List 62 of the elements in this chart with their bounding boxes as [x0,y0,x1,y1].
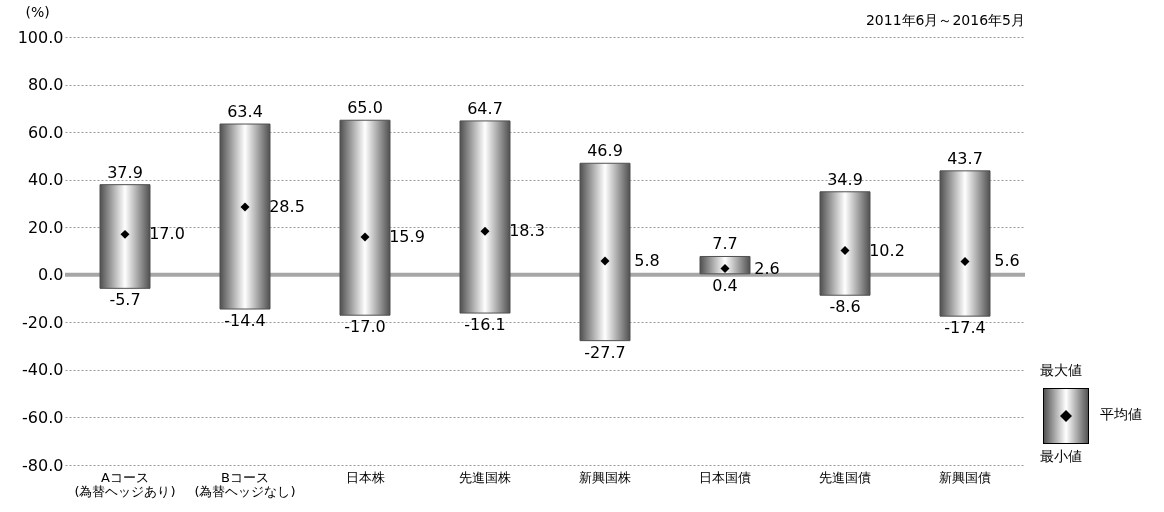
annotation: 43.7 [947,148,983,168]
annotation: -27.7 [584,342,626,362]
data-label: 18.3 [509,221,545,241]
annotation: -17.0 [344,317,386,337]
annotation: -5.7 [109,290,141,310]
x-tick-label: 日本国債 [699,469,751,485]
annotation: -8.6 [829,297,861,317]
x-tick-label: 新興国債 [939,469,991,485]
annotation: 0.4 [712,275,738,295]
annotation: -14.4 [224,311,266,331]
y-axis-title: (%) [25,3,50,20]
point [720,264,730,274]
point [600,256,610,266]
bar [579,162,631,342]
x-tick-label: 日本株 [345,469,385,485]
point [360,232,370,242]
text: 最大値 [1040,362,1082,380]
annotation: 37.9 [107,162,143,182]
annotation: 46.9 [587,141,623,161]
bar [99,184,151,289]
annotation: 63.4 [227,102,263,122]
y-tick-label: -80.0 [22,455,64,475]
bar [819,191,871,296]
x-tick-label: 先進国株 [459,469,511,485]
bar [339,119,391,316]
annotation: -17.4 [944,318,986,338]
text: 平均値 [1100,406,1142,424]
x-tick-label: Bコース (為替ヘッジなし) [194,469,296,499]
annotation: 7.7 [712,234,738,254]
y-tick-label: 0.0 [38,265,64,285]
data-label: 10.2 [869,240,905,260]
annotation: 65.0 [347,98,383,118]
bar [939,170,991,317]
y-tick-label: 40.0 [27,170,64,190]
bar [699,255,751,275]
y-tick-label: 60.0 [27,122,64,142]
bar [459,120,511,314]
point [960,256,970,266]
annotation: -16.1 [464,315,506,335]
data-label: 28.5 [269,197,305,217]
x-tick-label: 先進国債 [819,469,871,485]
y-tick-label: 100.0 [17,27,64,47]
y-tick-label: -60.0 [22,407,64,427]
data-label: 5.8 [634,250,660,270]
y-tick-label: 20.0 [27,217,64,237]
annotation: 64.7 [467,98,503,118]
chart-title: 2011年6月～2016年5月 [865,12,1025,28]
y-tick-label: -20.0 [22,312,64,332]
bar [219,123,271,310]
text: 最小値 [1040,448,1082,466]
point [120,229,130,239]
x-tick-label: 新興国株 [579,469,631,485]
data-label: 2.6 [754,258,780,278]
y-tick-label: -40.0 [22,360,64,380]
annotation: 34.9 [827,169,863,189]
point [240,202,250,212]
data-label: 15.9 [389,226,425,246]
data-label: 5.6 [994,251,1020,271]
data-label: 17.0 [149,224,185,244]
y-tick-label: 80.0 [27,75,64,95]
x-tick-label: Aコース (為替ヘッジあり) [74,469,176,499]
point [480,226,490,236]
